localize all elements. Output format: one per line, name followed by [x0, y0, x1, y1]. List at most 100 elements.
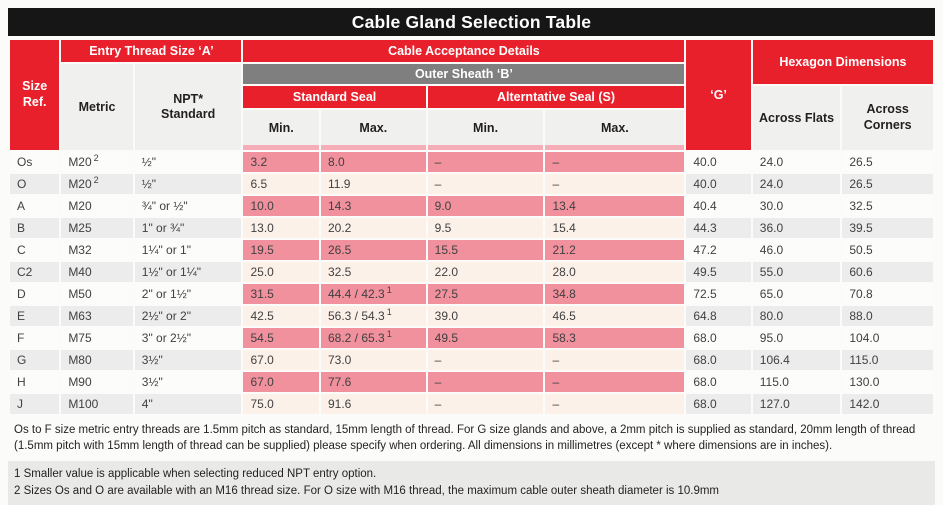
cell-std-max: 56.3 / 54.3 1	[320, 306, 426, 326]
header-outer-sheath: Outer Sheath ‘B’	[243, 64, 685, 84]
cell-npt: 2½" or 2"	[134, 306, 242, 326]
cell-alt-min: 22.0	[427, 262, 544, 282]
header-metric: Metric	[61, 64, 133, 150]
table-row: E M63 2½" or 2" 42.5 56.3 / 54.3 1 39.0 4…	[10, 306, 933, 326]
header-npt-standard: NPT* Standard	[134, 64, 242, 150]
cell-std-max: 8.0	[320, 152, 426, 172]
table-row: C M32 1¼" or 1" 19.5 26.5 15.5 21.2 47.2…	[10, 240, 933, 260]
cell-across-corners: 104.0	[842, 328, 933, 348]
cell-std-min: 13.0	[243, 218, 319, 238]
cable-gland-selection-table: Size Ref. Entry Thread Size ‘A’ Cable Ac…	[8, 38, 935, 416]
cell-alt-max: 46.5	[545, 306, 685, 326]
cell-npt: 3½"	[134, 372, 242, 392]
cell-npt: 2" or 1½"	[134, 284, 242, 304]
header-alt-seal-min: Min.	[427, 110, 544, 150]
cell-g: 68.0	[686, 328, 751, 348]
cell-across-corners: 130.0	[842, 372, 933, 392]
table-row: C2 M40 1½" or 1¼" 25.0 32.5 22.0 28.0 49…	[10, 262, 933, 282]
cell-alt-max: 15.4	[545, 218, 685, 238]
cell-g: 68.0	[686, 394, 751, 414]
cell-across-flats: 80.0	[752, 306, 841, 326]
cell-size-ref: C	[10, 240, 60, 260]
cell-across-flats: 65.0	[752, 284, 841, 304]
cell-across-corners: 60.6	[842, 262, 933, 282]
cell-g: 40.0	[686, 174, 751, 194]
cell-size-ref: G	[10, 350, 60, 370]
cell-alt-max: 34.8	[545, 284, 685, 304]
cell-g: 68.0	[686, 372, 751, 392]
cell-metric: M25	[61, 218, 133, 238]
cell-std-min: 54.5	[243, 328, 319, 348]
cell-npt: ½"	[134, 174, 242, 194]
header-std-seal-min: Min.	[243, 110, 319, 150]
cell-g: 40.0	[686, 152, 751, 172]
cell-metric: M20	[61, 196, 133, 216]
cell-size-ref: C2	[10, 262, 60, 282]
header-standard-seal: Standard Seal	[243, 86, 426, 108]
cell-alt-max: –	[545, 174, 685, 194]
cell-npt: 3" or 2½"	[134, 328, 242, 348]
header-across-flats: Across Flats	[752, 86, 841, 150]
cell-npt: ¾" or ½"	[134, 196, 242, 216]
table-row: H M90 3½" 67.0 77.6 – – 68.0 115.0 130.0	[10, 372, 933, 392]
table-row: F M75 3" or 2½" 54.5 68.2 / 65.3 1 49.5 5…	[10, 328, 933, 348]
cell-metric: M32	[61, 240, 133, 260]
cell-size-ref: Os	[10, 152, 60, 172]
cell-across-flats: 127.0	[752, 394, 841, 414]
cell-std-max: 77.6	[320, 372, 426, 392]
cell-metric: M75	[61, 328, 133, 348]
cell-across-corners: 50.5	[842, 240, 933, 260]
cell-alt-max: 21.2	[545, 240, 685, 260]
cell-npt: 1¼" or 1"	[134, 240, 242, 260]
cell-across-corners: 26.5	[842, 152, 933, 172]
cell-size-ref: E	[10, 306, 60, 326]
cell-across-corners: 26.5	[842, 174, 933, 194]
cell-std-min: 19.5	[243, 240, 319, 260]
cell-across-flats: 24.0	[752, 174, 841, 194]
cell-npt: 1" or ¾"	[134, 218, 242, 238]
cell-alt-min: –	[427, 152, 544, 172]
cell-alt-min: –	[427, 394, 544, 414]
cell-across-flats: 30.0	[752, 196, 841, 216]
cell-size-ref: A	[10, 196, 60, 216]
table-row: O M20 2 ½" 6.5 11.9 – – 40.0 24.0 26.5	[10, 174, 933, 194]
cell-std-max: 44.4 / 42.3 1	[320, 284, 426, 304]
header-across-corners: Across Corners	[842, 86, 933, 150]
cell-alt-min: –	[427, 174, 544, 194]
cell-std-max: 32.5	[320, 262, 426, 282]
cell-alt-min: 39.0	[427, 306, 544, 326]
cell-across-flats: 106.4	[752, 350, 841, 370]
header-alt-seal-max: Max.	[545, 110, 685, 150]
cell-alt-max: 28.0	[545, 262, 685, 282]
cell-size-ref: F	[10, 328, 60, 348]
cell-npt: 1½" or 1¼"	[134, 262, 242, 282]
cell-std-min: 67.0	[243, 350, 319, 370]
header-g-dimension: ‘G’	[686, 40, 751, 150]
cell-metric: M63	[61, 306, 133, 326]
cell-std-max: 91.6	[320, 394, 426, 414]
cell-g: 64.8	[686, 306, 751, 326]
cell-std-max: 11.9	[320, 174, 426, 194]
cell-std-min: 75.0	[243, 394, 319, 414]
cell-g: 68.0	[686, 350, 751, 370]
cell-npt: 4"	[134, 394, 242, 414]
cell-npt: ½"	[134, 152, 242, 172]
cell-alt-max: 58.3	[545, 328, 685, 348]
cell-across-corners: 115.0	[842, 350, 933, 370]
header-cable-acceptance-details: Cable Acceptance Details	[243, 40, 685, 62]
header-size-ref: Size Ref.	[10, 40, 60, 150]
cell-alt-min: 27.5	[427, 284, 544, 304]
cell-size-ref: D	[10, 284, 60, 304]
footnote-2: 2 Sizes Os and O are available with an M…	[14, 484, 720, 497]
table-row: A M20 ¾" or ½" 10.0 14.3 9.0 13.4 40.4 3…	[10, 196, 933, 216]
cell-alt-min: 49.5	[427, 328, 544, 348]
cell-across-corners: 70.8	[842, 284, 933, 304]
cell-alt-min: 15.5	[427, 240, 544, 260]
datasheet-page: Cable Gland Selection Table Size Ref. En…	[8, 8, 935, 505]
cell-size-ref: B	[10, 218, 60, 238]
cell-across-flats: 115.0	[752, 372, 841, 392]
cell-std-min: 25.0	[243, 262, 319, 282]
cell-across-corners: 39.5	[842, 218, 933, 238]
cell-alt-max: –	[545, 350, 685, 370]
cell-alt-max: –	[545, 394, 685, 414]
